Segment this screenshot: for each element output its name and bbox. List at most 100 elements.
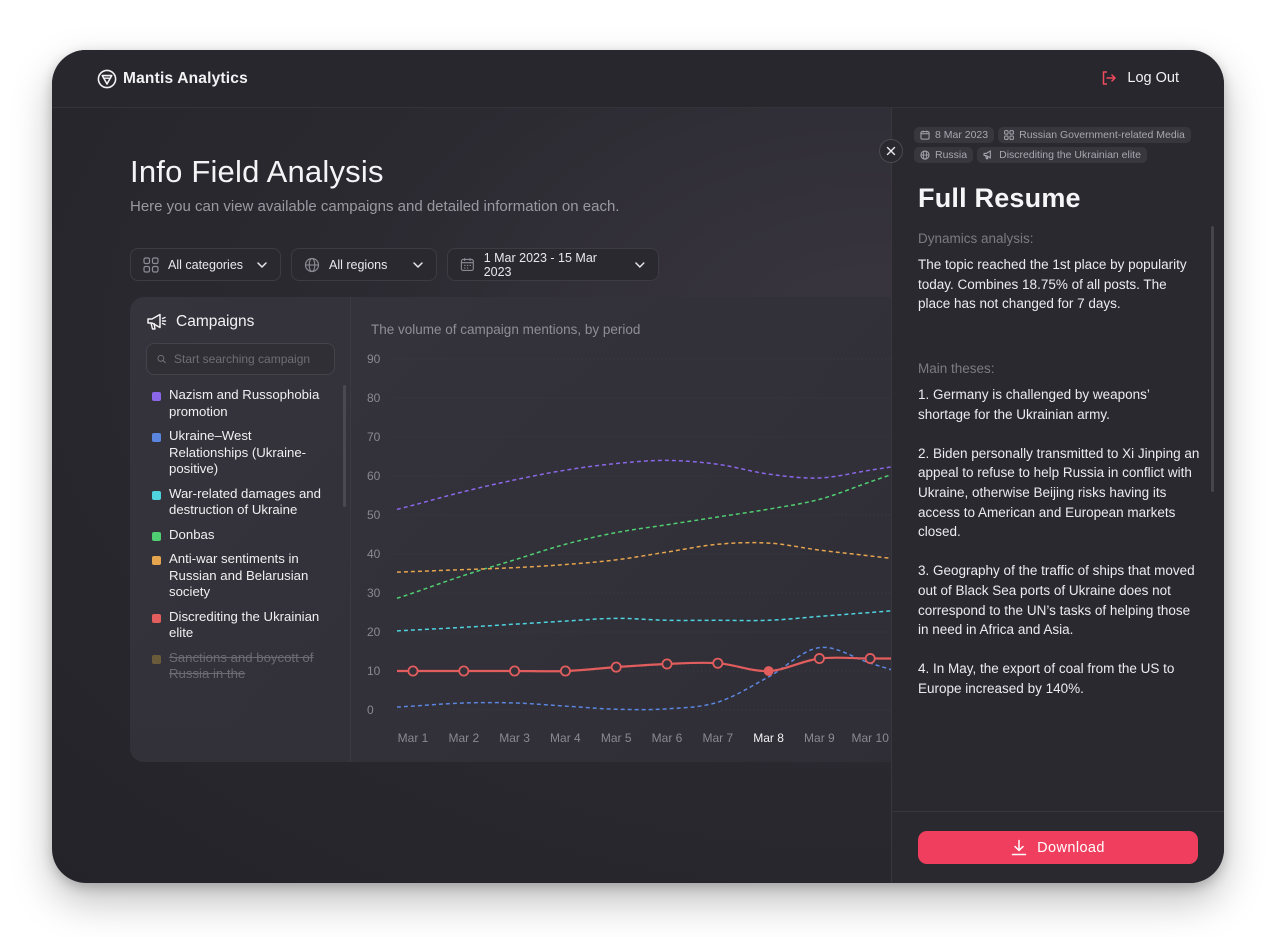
panel-footer-divider bbox=[892, 811, 1224, 812]
page-title: Info Field Analysis bbox=[130, 154, 384, 189]
list-fade-overlay bbox=[130, 702, 350, 762]
series-line bbox=[396, 656, 921, 673]
campaign-search[interactable] bbox=[146, 343, 335, 375]
series-line bbox=[396, 459, 922, 511]
y-tick-label: 30 bbox=[367, 586, 381, 600]
date-range-filter[interactable]: 1 Mar 2023 - 15 Mar 2023 bbox=[447, 248, 659, 281]
campaign-search-input[interactable] bbox=[174, 352, 324, 366]
series-line bbox=[396, 607, 922, 632]
y-tick-label: 60 bbox=[367, 469, 381, 483]
download-label: Download bbox=[1037, 839, 1105, 856]
campaign-label: Donbas bbox=[169, 526, 215, 542]
category-filter[interactable]: All categories bbox=[130, 248, 281, 281]
campaign-label: Sanctions and boycott of Russia in the bbox=[169, 649, 314, 682]
campaign-color-swatch bbox=[152, 654, 161, 664]
logout-button[interactable]: Log Out bbox=[1101, 70, 1179, 86]
tag-label: Russia bbox=[935, 149, 968, 161]
y-tick-label: 70 bbox=[367, 430, 381, 444]
campaign-item[interactable]: Anti-war sentiments in Russian and Belar… bbox=[152, 551, 327, 601]
campaigns-card: Campaigns Nazism and Russophobia promoti… bbox=[130, 297, 950, 762]
region-filter-label: All regions bbox=[329, 257, 388, 272]
campaign-list-scrollbar[interactable] bbox=[343, 385, 346, 507]
campaign-color-swatch bbox=[152, 613, 161, 623]
resume-tags: 8 Mar 2023 Russian Government-related Me… bbox=[914, 127, 1214, 163]
top-bar: Mantis Analytics Log Out bbox=[52, 50, 1224, 108]
campaign-item-disabled[interactable]: Sanctions and boycott of Russia in the bbox=[152, 650, 327, 683]
resume-scrollbar[interactable] bbox=[1211, 226, 1214, 492]
data-point-marker bbox=[763, 666, 774, 676]
x-tick-label: Mar 3 bbox=[499, 731, 530, 745]
data-point-marker bbox=[712, 657, 724, 669]
data-point-marker bbox=[509, 665, 521, 677]
data-point-marker bbox=[407, 665, 419, 677]
megaphone-icon bbox=[983, 150, 991, 160]
campaigns-panel: Campaigns Nazism and Russophobia promoti… bbox=[130, 297, 351, 762]
campaign-label: Ukraine–West Relationships (Ukraine-posi… bbox=[169, 428, 307, 476]
y-tick-label: 10 bbox=[367, 664, 381, 678]
campaigns-title: Campaigns bbox=[176, 313, 255, 330]
page-subtitle: Here you can view available campaigns an… bbox=[130, 198, 620, 215]
calendar-icon bbox=[460, 258, 474, 272]
date-range-label: 1 Mar 2023 - 15 Mar 2023 bbox=[483, 250, 597, 279]
data-point-marker bbox=[458, 665, 470, 677]
theses-list: 1. Germany is challenged by weapons’ sho… bbox=[918, 385, 1203, 718]
campaign-color-swatch bbox=[152, 556, 161, 565]
chevron-down-icon bbox=[257, 261, 267, 268]
x-tick-label: Mar 8 bbox=[753, 731, 784, 745]
x-tick-label: Mar 9 bbox=[804, 731, 835, 745]
close-icon bbox=[886, 146, 896, 156]
chevron-down-icon bbox=[413, 261, 423, 268]
campaign-item[interactable]: Nazism and Russophobia promotion bbox=[152, 387, 327, 420]
y-tick-label: 90 bbox=[367, 352, 381, 366]
series-line bbox=[396, 646, 922, 711]
x-tick-label: Mar 6 bbox=[652, 731, 683, 745]
x-tick-label: Mar 1 bbox=[398, 731, 429, 745]
y-tick-label: 20 bbox=[367, 625, 381, 639]
campaign-item[interactable]: Ukraine–West Relationships (Ukraine-posi… bbox=[152, 428, 327, 478]
x-tick-label: Mar 2 bbox=[448, 731, 479, 745]
campaign-label: War-related damages and destruction of U… bbox=[169, 485, 321, 518]
download-button[interactable]: Download bbox=[918, 831, 1198, 864]
globe-icon bbox=[304, 257, 320, 272]
y-tick-label: 40 bbox=[367, 547, 381, 561]
campaign-label: Discrediting the Ukrainian elite bbox=[169, 608, 320, 641]
line-chart: 0 10 20 30 40 50 60 70 80 90 Mar 1 Mar 2 Mar 3 Mar 4 M… bbox=[367, 352, 950, 745]
campaigns-header: Campaigns bbox=[146, 313, 254, 331]
campaign-color-swatch bbox=[152, 392, 161, 401]
x-tick-label: Mar 7 bbox=[702, 731, 733, 745]
data-point-marker bbox=[813, 653, 825, 665]
campaign-label: Anti-war sentiments in Russian and Belar… bbox=[169, 551, 309, 599]
chart-title: The volume of campaign mentions, by peri… bbox=[371, 322, 641, 337]
logout-icon bbox=[1103, 71, 1117, 85]
mantis-logo-icon bbox=[97, 69, 117, 89]
region-filter[interactable]: All regions bbox=[291, 248, 437, 281]
app-window: Mantis Analytics Log Out Info Field Anal… bbox=[52, 50, 1224, 883]
x-tick-label: Mar 10 bbox=[852, 731, 890, 745]
thesis-item: 1. Germany is challenged by weapons’ sho… bbox=[918, 387, 1150, 422]
campaign-item[interactable]: War-related damages and destruction of U… bbox=[152, 486, 327, 519]
logout-label: Log Out bbox=[1127, 70, 1179, 86]
campaign-color-swatch bbox=[152, 531, 161, 541]
category-filter-label: All categories bbox=[168, 257, 244, 272]
data-point-marker bbox=[610, 661, 622, 673]
tag-date: 8 Mar 2023 bbox=[914, 127, 995, 143]
logo[interactable]: Mantis Analytics bbox=[97, 69, 248, 89]
series-line bbox=[396, 541, 922, 573]
resume-title: Full Resume bbox=[918, 183, 1081, 213]
campaign-item[interactable]: Discrediting the Ukrainian elite bbox=[152, 609, 327, 642]
tag-label: Russian Government-related Media bbox=[1019, 129, 1185, 141]
thesis-item: 2. Biden personally transmitted to Xi Ji… bbox=[918, 445, 1200, 540]
tag-label: 8 Mar 2023 bbox=[935, 129, 989, 141]
chevron-down-icon bbox=[635, 261, 645, 268]
grid-icon bbox=[143, 256, 159, 273]
data-point-marker bbox=[864, 653, 876, 665]
campaign-item[interactable]: Donbas bbox=[152, 527, 327, 544]
close-panel-button[interactable] bbox=[879, 139, 903, 163]
grid-icon bbox=[1004, 130, 1014, 140]
search-icon bbox=[157, 354, 166, 364]
dynamics-heading: Dynamics analysis: bbox=[918, 231, 1034, 246]
thesis-item: 3. Geography of the traffic of ships tha… bbox=[918, 563, 1195, 638]
tag-label: Discrediting the Ukrainian elite bbox=[999, 149, 1141, 161]
calendar-icon bbox=[920, 130, 930, 140]
tag-source: Russian Government-related Media bbox=[998, 127, 1191, 143]
